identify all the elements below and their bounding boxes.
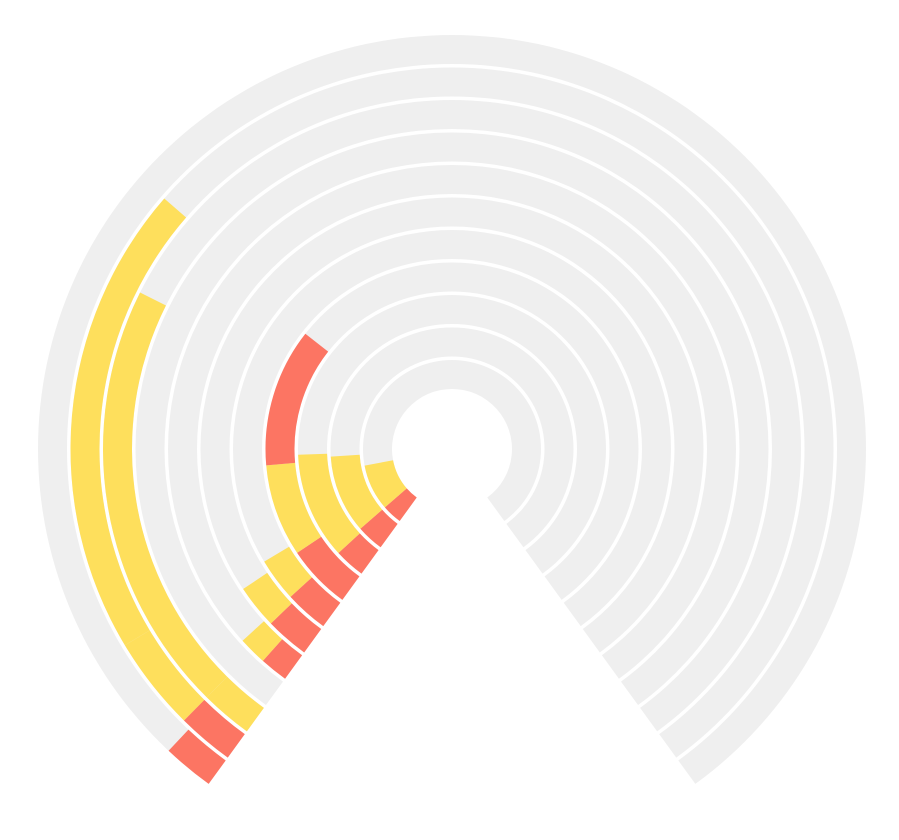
- ring-10-segment-2: [124, 630, 205, 721]
- ring-6-segment-2: [243, 572, 292, 624]
- ring-3-segment-1: [338, 533, 379, 574]
- ring-9-segment-3: [102, 292, 228, 698]
- ring-7-segment-1: [262, 639, 303, 679]
- ring-2-segment-1: [360, 509, 398, 548]
- ring-2-segment-2: [330, 454, 383, 529]
- ring-1-segment-1: [384, 488, 417, 522]
- ring-bars: [70, 198, 417, 784]
- ring-tracks: [37, 34, 866, 784]
- ring-1-segment-2: [364, 460, 407, 508]
- ring-11-segment-1: [168, 729, 226, 784]
- ring-6-segment-1: [270, 603, 322, 653]
- ring-9-segment-2: [206, 676, 264, 732]
- ring-10-segment-3: [70, 198, 187, 646]
- ring-5-segment-2: [264, 546, 312, 597]
- ring-track-1: [363, 360, 541, 522]
- ring-10-segment-1: [183, 699, 245, 758]
- ring-3-segment-2: [298, 453, 360, 554]
- ring-5-segment-1: [290, 577, 341, 627]
- ring-4-segment-3: [265, 333, 329, 466]
- ring-4-segment-1: [297, 536, 360, 600]
- ring-4-segment-2: [266, 462, 322, 553]
- ring-7-segment-2: [242, 621, 283, 661]
